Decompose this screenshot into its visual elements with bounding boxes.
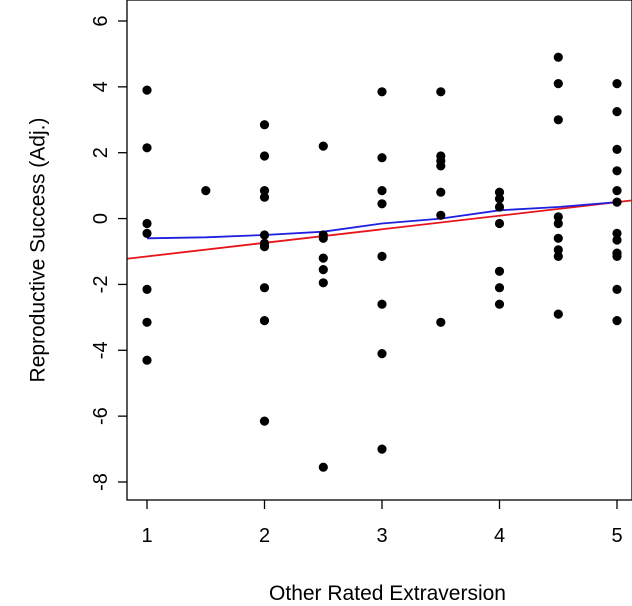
data-point (494, 218, 505, 229)
x-tick-label: 5 (611, 525, 622, 547)
data-point (553, 218, 563, 229)
data-point (142, 317, 152, 327)
data-point (259, 230, 270, 240)
data-point (494, 283, 505, 293)
data-point (494, 266, 505, 276)
smooth-fit-line (146, 201, 618, 240)
data-point (436, 87, 446, 97)
linear-fit-line (127, 199, 632, 260)
data-points (142, 52, 622, 472)
data-point (318, 253, 328, 263)
data-point (612, 79, 622, 89)
data-point (377, 87, 387, 97)
data-point (142, 228, 152, 238)
data-point (553, 309, 563, 319)
data-point (259, 192, 270, 202)
data-point (553, 233, 563, 243)
data-point (259, 151, 270, 161)
data-point (318, 265, 328, 275)
data-point (259, 242, 270, 252)
data-point (494, 299, 505, 309)
data-point (259, 416, 270, 426)
data-point (612, 251, 622, 261)
data-point (612, 197, 622, 207)
y-tick-label: 0 (90, 213, 112, 224)
data-point (318, 462, 328, 472)
data-point (201, 186, 211, 196)
data-point (612, 235, 622, 245)
y-tick-label: -4 (90, 341, 112, 359)
data-point (612, 284, 622, 294)
data-point (377, 186, 387, 196)
data-point (436, 317, 446, 327)
data-point (612, 186, 622, 196)
y-tick-label: -6 (90, 407, 112, 425)
data-point (259, 120, 270, 130)
data-point (142, 218, 152, 229)
data-point (494, 202, 505, 212)
data-point (377, 444, 387, 454)
data-point (142, 85, 152, 95)
y-tick-label: -8 (90, 473, 112, 491)
data-point (436, 210, 446, 220)
x-tick-label: 4 (494, 525, 505, 547)
data-point (612, 107, 622, 117)
data-point (612, 228, 622, 238)
y-tick-label: 4 (90, 81, 112, 92)
data-point (377, 349, 387, 359)
data-point (494, 187, 505, 197)
data-point (318, 141, 328, 151)
data-point (553, 79, 563, 89)
data-point (553, 212, 563, 222)
data-point (436, 161, 446, 171)
x-tick-label: 2 (259, 525, 270, 547)
data-point (377, 299, 387, 309)
x-tick-label: 3 (376, 525, 387, 547)
y-axis: -8 -6 -4 -2 0 2 4 6 (90, 15, 127, 491)
data-point (318, 278, 328, 288)
plot-frame (126, 0, 632, 501)
data-point (377, 153, 387, 163)
data-point (436, 187, 446, 197)
data-point (142, 143, 152, 153)
x-axis: 1 2 3 4 5 (141, 500, 623, 547)
data-point (494, 194, 505, 204)
data-point (259, 283, 270, 293)
data-point (553, 52, 563, 62)
y-tick-label: 6 (90, 15, 112, 26)
fit-lines (127, 199, 632, 260)
data-point (612, 166, 622, 176)
data-point (612, 144, 622, 154)
data-point (142, 355, 152, 365)
x-tick-label: 1 (141, 525, 152, 547)
y-tick-label: -2 (90, 276, 112, 294)
data-point (553, 251, 563, 261)
data-point (318, 233, 328, 243)
data-point (377, 251, 387, 261)
data-point (259, 316, 270, 326)
data-point (553, 115, 563, 125)
data-point (553, 245, 563, 255)
data-point (612, 316, 622, 326)
y-tick-label: 2 (90, 147, 112, 158)
data-point (142, 284, 152, 294)
x-axis-title: Other Rated Extraversion (269, 582, 506, 605)
data-point (259, 186, 270, 196)
y-axis-title: Reproductive Success (Adj.) (27, 118, 50, 383)
data-point (377, 199, 387, 209)
